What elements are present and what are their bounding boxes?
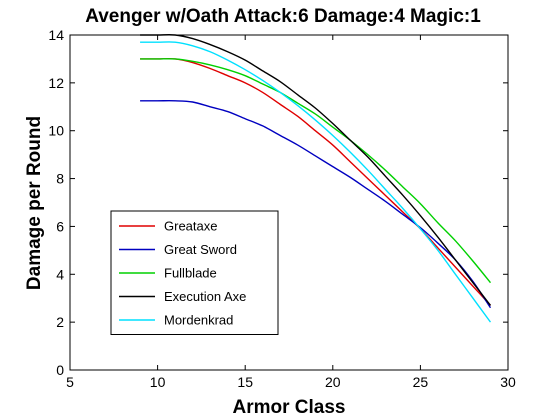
y-tick-label: 0: [56, 362, 64, 378]
y-tick-label: 8: [56, 171, 64, 187]
legend-label-great-sword: Great Sword: [164, 242, 237, 257]
y-tick-label: 2: [56, 314, 64, 330]
series-lines: [140, 34, 492, 323]
series-line-greataxe: [140, 57, 491, 306]
x-tick-label: 30: [500, 374, 516, 390]
series-line-fullblade: [140, 58, 492, 284]
y-tick-label: 14: [48, 27, 64, 43]
x-tick-label: 20: [325, 374, 341, 390]
x-axis-label: Armor Class: [233, 397, 346, 418]
x-tick-label: 10: [150, 374, 166, 390]
legend-label-mordenkrad: Mordenkrad: [164, 313, 233, 328]
x-tick-label: 25: [413, 374, 429, 390]
legend: Greataxe Great Sword Fullblade Execution Ax…: [110, 210, 279, 335]
y-tick-label: 12: [48, 75, 64, 91]
series-line-mordenkrad: [140, 41, 492, 323]
x-tick-label: 5: [66, 374, 74, 390]
series-line-execution-axe: [140, 34, 492, 306]
y-tick-label: 4: [56, 266, 64, 282]
axis-ticks: 5 10 15 20 25 30 0 2 4 6 8 10 12 14: [48, 27, 516, 390]
legend-label-execution-axe: Execution Axe: [164, 289, 246, 304]
series-line-great-sword: [140, 100, 492, 309]
legend-label-fullblade: Fullblade: [164, 266, 217, 281]
y-axis-label: Damage per Round: [24, 116, 45, 290]
x-tick-label: 15: [237, 374, 253, 390]
y-tick-label: 6: [56, 218, 64, 234]
legend-label-greataxe: Greataxe: [164, 219, 217, 234]
chart-title: Avenger w/Oath Attack:6 Damage:4 Magic:1: [85, 6, 481, 27]
y-tick-label: 10: [48, 123, 64, 139]
